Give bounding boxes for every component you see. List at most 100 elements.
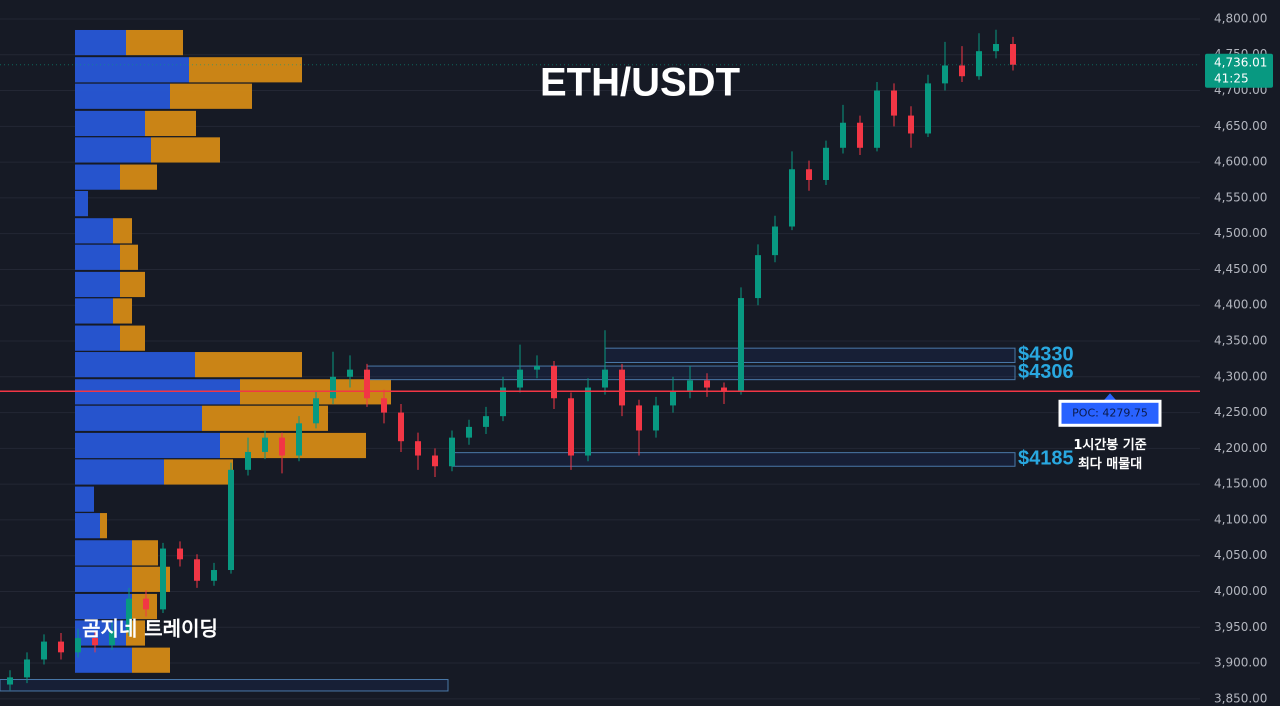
candles xyxy=(7,29,1016,691)
y-tick-label: 4,100.00 xyxy=(1214,512,1267,526)
profile-sell xyxy=(189,57,302,83)
zone-label: $4306 xyxy=(1018,361,1074,383)
candle-body xyxy=(58,641,64,653)
candle-body xyxy=(177,548,183,560)
profile-sell xyxy=(202,405,328,431)
candle-body xyxy=(126,598,132,631)
y-tick-label: 4,350.00 xyxy=(1214,334,1267,348)
profile-sell xyxy=(100,513,107,539)
candle-body xyxy=(7,677,13,685)
candle-body xyxy=(500,387,506,417)
y-tick-label: 4,800.00 xyxy=(1214,11,1267,25)
candle-body xyxy=(245,451,251,470)
candle-body xyxy=(415,441,421,456)
candle-body xyxy=(585,387,591,456)
profile-buy xyxy=(75,218,113,244)
candle-body xyxy=(1010,44,1016,65)
y-tick-label: 3,850.00 xyxy=(1214,691,1267,705)
candle-body xyxy=(143,598,149,610)
candle-body xyxy=(228,469,234,571)
candle-body xyxy=(347,369,353,377)
y-tick-label: 4,150.00 xyxy=(1214,477,1267,491)
y-tick-label: 4,050.00 xyxy=(1214,548,1267,562)
profile-buy xyxy=(75,191,88,217)
candle-body xyxy=(704,380,710,388)
candle-body xyxy=(194,559,200,581)
candle-body xyxy=(908,115,914,134)
profile-sell xyxy=(120,271,145,298)
profile-sell xyxy=(170,83,252,109)
candle-body xyxy=(806,169,812,180)
profile-sell xyxy=(220,432,366,459)
profile-buy xyxy=(75,352,195,378)
candle-body xyxy=(330,376,336,399)
candle-body xyxy=(772,226,778,256)
candle-body xyxy=(92,638,98,646)
profile-buy xyxy=(75,620,126,646)
y-tick-label: 4,300.00 xyxy=(1214,369,1267,383)
profile-buy xyxy=(75,647,132,673)
poc-label: POC: 4279.75 xyxy=(1072,406,1148,419)
profile-buy xyxy=(75,29,126,56)
y-tick-label: 4,000.00 xyxy=(1214,584,1267,598)
y-tick-label: 4,450.00 xyxy=(1214,262,1267,276)
y-tick-label: 4,550.00 xyxy=(1214,190,1267,204)
profile-buy xyxy=(75,593,132,620)
candle-body xyxy=(925,83,931,134)
profile-buy xyxy=(75,325,120,351)
profile-buy xyxy=(75,83,170,109)
y-tick-label: 3,950.00 xyxy=(1214,620,1267,634)
candle-body xyxy=(517,369,523,388)
candle-body xyxy=(534,366,540,370)
candle-body xyxy=(466,426,472,438)
profile-sell xyxy=(120,164,157,190)
chart-title: ETH/USDT xyxy=(540,61,740,105)
candle-body xyxy=(619,369,625,406)
candle-body xyxy=(24,659,30,678)
candle-body xyxy=(551,366,557,399)
profile-buy xyxy=(75,110,145,137)
candle-body xyxy=(891,90,897,116)
candle-body xyxy=(823,147,829,180)
candle-body xyxy=(602,369,608,388)
profile-sell xyxy=(113,298,132,324)
candle-body xyxy=(262,437,268,452)
candle-body xyxy=(364,369,370,399)
candle-body xyxy=(976,51,982,77)
profile-sell xyxy=(126,29,183,56)
profile-sell xyxy=(132,647,170,673)
profile-buy xyxy=(75,486,94,512)
watermark: 곰지네 트레이딩 xyxy=(82,617,218,641)
candle-body xyxy=(211,570,217,581)
profile-buy xyxy=(75,459,164,485)
candle-body xyxy=(874,90,880,148)
profile-sell xyxy=(151,137,220,163)
annotation-line: 최다 매물대 xyxy=(1078,456,1142,472)
profile-sell xyxy=(164,459,233,485)
zone-label: $4330 xyxy=(1018,344,1074,366)
zone-box xyxy=(451,452,1016,467)
candle-body xyxy=(41,641,47,660)
profile-sell xyxy=(195,352,302,378)
y-tick-label: 4,500.00 xyxy=(1214,226,1267,240)
profile-buy xyxy=(75,298,113,324)
profile-sell xyxy=(145,110,196,137)
profile-sell xyxy=(132,540,158,566)
zone-label: $4185 xyxy=(1018,448,1074,470)
profile-buy xyxy=(75,271,120,298)
last-price-tag xyxy=(1205,53,1273,88)
candle-body xyxy=(75,638,81,653)
candle-body xyxy=(721,387,727,392)
candle-body xyxy=(109,630,115,646)
profile-buy xyxy=(75,432,220,459)
candle-body xyxy=(568,398,574,456)
zone-box xyxy=(604,347,1016,363)
candle-body xyxy=(381,398,387,413)
candle-body xyxy=(483,416,489,427)
candle-body xyxy=(857,122,863,148)
candle-body xyxy=(840,122,846,148)
y-tick-label: 4,600.00 xyxy=(1214,155,1267,169)
